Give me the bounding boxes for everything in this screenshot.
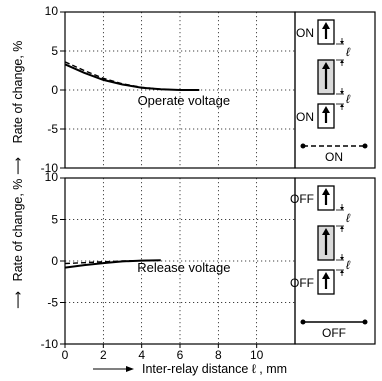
operate-relay-middle-arrow-head (322, 62, 330, 69)
release-x-tick-label: 6 (177, 348, 184, 362)
operate-gap-1-dim-a-head (340, 41, 344, 44)
release-series-dashed (64, 259, 161, 265)
operate-legend-top-label: ON (296, 26, 314, 40)
release-gap-1-dim-b-head (340, 226, 344, 229)
operate-gap-2-dim-b-head (340, 104, 344, 107)
release-y-tick-label: 0 (51, 254, 58, 268)
bottom-y-axis-label: Rate of change, % (11, 179, 25, 282)
operate-y-tick-label: -5 (47, 122, 58, 136)
release-legend-frame (294, 177, 376, 345)
release-y-tick-label: 5 (51, 213, 58, 227)
release-gap-2-symbol: ℓ (346, 258, 351, 272)
operate-gap-2-dim-a-head (340, 91, 344, 94)
operate-relay-bottom-arrow-head (322, 106, 330, 113)
operate-legend-bottom-label: ON (296, 110, 314, 124)
release-legend-dot-left (300, 319, 306, 325)
release-series-solid (64, 259, 161, 269)
release-x-tick-label: 0 (62, 348, 69, 362)
x-axis-title: Inter-relay distance ℓ , mm (93, 362, 287, 376)
operate-chart: 10 5 0 -5 -10 Operate voltage ON ON ℓ ℓ ON (41, 4, 376, 175)
release-relay-middle-arrow-head (322, 228, 330, 235)
operate-y-tick-label: 0 (51, 83, 58, 97)
bottom-y-axis-arrow: ⟶ (11, 291, 25, 309)
operate-legend-dot-left (300, 143, 306, 149)
release-legend-bottom-label: OFF (290, 276, 314, 290)
release-x-tick-label: 2 (100, 348, 107, 362)
operate-gap-1-dim-b-head (340, 60, 344, 63)
release-y-tick-label: -5 (47, 296, 58, 310)
operate-y-tick-label: -10 (41, 161, 59, 175)
release-relay-bottom-arrow-head (322, 272, 330, 279)
release-x-tick-label: 4 (138, 348, 145, 362)
release-gap-1-symbol: ℓ (346, 211, 351, 225)
release-relay-top-arrow-head (322, 188, 330, 195)
top-y-axis-label: Rate of change, % (11, 41, 25, 144)
release-legend-line-label: OFF (322, 326, 346, 340)
operate-legend-dot-right (362, 143, 368, 149)
operate-legend-line-label: ON (325, 150, 343, 164)
operate-annotation: Operate voltage (138, 93, 231, 108)
x-axis-label: Inter-relay distance ℓ , mm (142, 362, 287, 376)
release-y-tick-label: -10 (41, 337, 59, 351)
operate-relay-top-arrow-head (322, 22, 330, 29)
release-legend-top-label: OFF (290, 192, 314, 206)
operate-y-tick-label: 10 (45, 4, 59, 18)
top-y-axis-arrow: ⟶ (11, 157, 25, 175)
release-y-tick-label: 10 (45, 170, 59, 184)
operate-gap-1-symbol: ℓ (346, 45, 351, 59)
release-gap-1-dim-a-head (340, 207, 344, 210)
release-x-tick-label: 8 (215, 348, 222, 362)
release-x-tick-label: 10 (250, 348, 264, 362)
operate-series-solid (64, 63, 200, 91)
operate-series-dashed (64, 61, 200, 91)
operate-y-tick-label: 5 (51, 44, 58, 58)
operate-legend-frame (294, 11, 376, 169)
release-gap-2-dim-a-head (340, 257, 344, 260)
operate-gap-2-symbol: ℓ (346, 92, 351, 106)
release-legend-dot-right (362, 319, 368, 325)
release-annotation: Release voltage (137, 260, 230, 275)
release-gap-2-dim-b-head (340, 270, 344, 273)
